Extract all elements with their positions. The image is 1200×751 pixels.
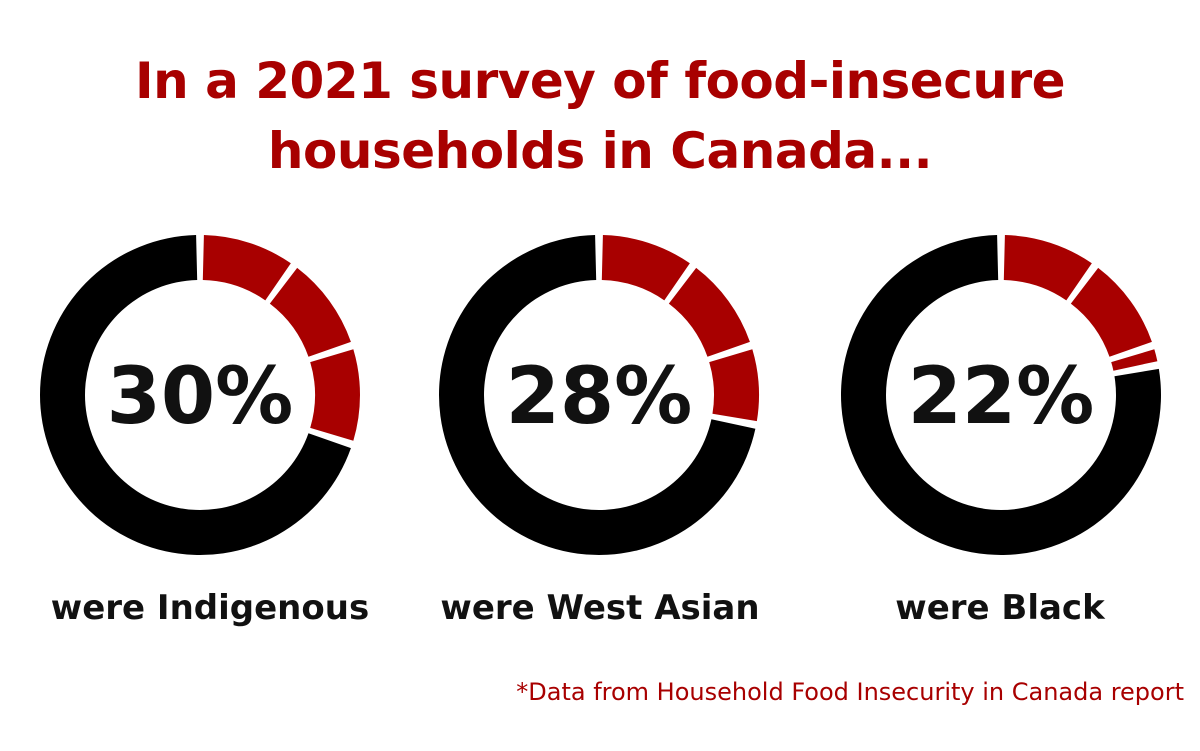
percent-label: 22% (908, 352, 1095, 442)
percent-label: 30% (107, 352, 294, 442)
donut-svg: 28% (439, 235, 759, 555)
percent-label: 28% (506, 352, 693, 442)
caption-black: were Black (895, 588, 1105, 628)
donut-svg: 30% (39, 235, 360, 555)
source-footnote: *Data from Household Food Insecurity in … (516, 678, 1184, 706)
chart-title: In a 2021 survey of food-insecure househ… (0, 46, 1200, 186)
donut-value-segment-1 (1003, 235, 1092, 301)
donut-value-segment-3 (709, 349, 759, 422)
donut-value-segment-2 (668, 267, 750, 357)
donut-chart-black: 22% (834, 228, 1168, 562)
title-line-2: households in Canada... (267, 122, 933, 180)
donut-value-segment-2 (269, 267, 351, 357)
caption-west-asian: were West Asian (440, 588, 760, 628)
title-line-1: In a 2021 survey of food-insecure (134, 52, 1066, 110)
donut-value-segment-2 (1070, 267, 1152, 357)
donut-value-segment-3 (310, 349, 360, 441)
caption-indigenous: were Indigenous (50, 588, 370, 628)
donut-chart-west-asian: 28% (432, 228, 766, 562)
donut-svg: 22% (841, 235, 1161, 555)
donut-chart-indigenous: 30% (33, 228, 367, 562)
donut-value-segment-1 (202, 235, 291, 301)
donut-value-segment-3 (1111, 349, 1158, 371)
donut-value-segment-1 (601, 235, 690, 301)
